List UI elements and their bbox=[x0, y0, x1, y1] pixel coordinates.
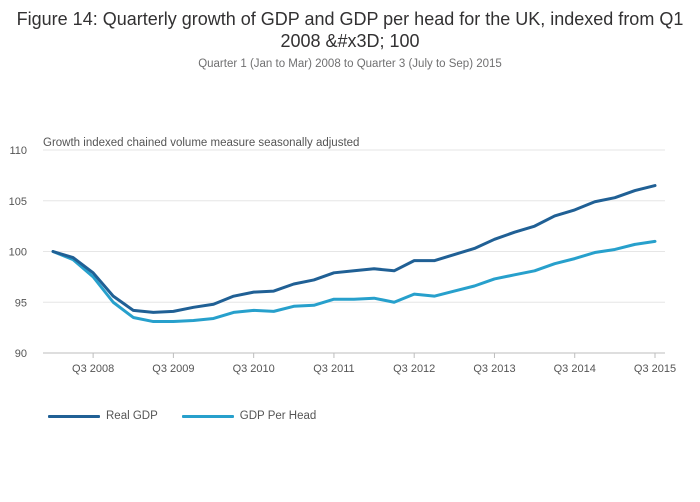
x-tick-label: Q3 2010 bbox=[233, 363, 275, 375]
series-line-gdp-per-head[interactable] bbox=[51, 239, 657, 324]
y-tick-label: 90 bbox=[15, 348, 27, 360]
legend-item-real-gdp[interactable]: Real GDP bbox=[48, 410, 158, 422]
x-tick-label: Q3 2008 bbox=[72, 363, 114, 375]
y-tick-label: 95 bbox=[15, 297, 27, 309]
legend-item-gdp-per-head[interactable]: GDP Per Head bbox=[181, 410, 317, 422]
series-lines bbox=[51, 184, 657, 324]
y-axis-label: Growth indexed chained volume measure se… bbox=[43, 137, 359, 149]
x-axis-ticks: Q3 2008 Q3 2009 Q3 2010 Q3 2011 Q3 2012 Q3 20… bbox=[72, 353, 676, 375]
legend-label-gdp-per-head: GDP Per Head bbox=[239, 410, 317, 422]
x-tick-label: Q3 2011 bbox=[313, 363, 354, 375]
legend-label-real-gdp: Real GDP bbox=[106, 410, 158, 422]
legend-swatch-gdp-per-head bbox=[181, 414, 234, 418]
legend: Real GDP GDP Per Head bbox=[48, 408, 340, 424]
x-tick-label: Q3 2013 bbox=[473, 363, 515, 375]
chart-subtitle: Quarter 1 (Jan to Mar) 2008 to Quarter 3… bbox=[198, 58, 502, 70]
x-tick-label: Q3 2015 bbox=[634, 363, 676, 375]
gridlines bbox=[43, 149, 665, 354]
x-tick-label: Q3 2009 bbox=[152, 363, 194, 375]
y-axis-ticks: 90 95 100 105 110 bbox=[9, 145, 27, 360]
y-tick-label: 100 bbox=[9, 247, 27, 259]
y-tick-label: 105 bbox=[9, 196, 27, 208]
x-tick-label: Q3 2012 bbox=[393, 363, 435, 375]
x-tick-label: Q3 2014 bbox=[554, 363, 596, 375]
y-tick-label: 110 bbox=[9, 145, 27, 157]
legend-swatch-real-gdp bbox=[48, 414, 100, 418]
chart-title: Figure 14: Quarterly growth of GDP and G… bbox=[16, 9, 684, 51]
series-line-real-gdp[interactable] bbox=[51, 184, 657, 314]
